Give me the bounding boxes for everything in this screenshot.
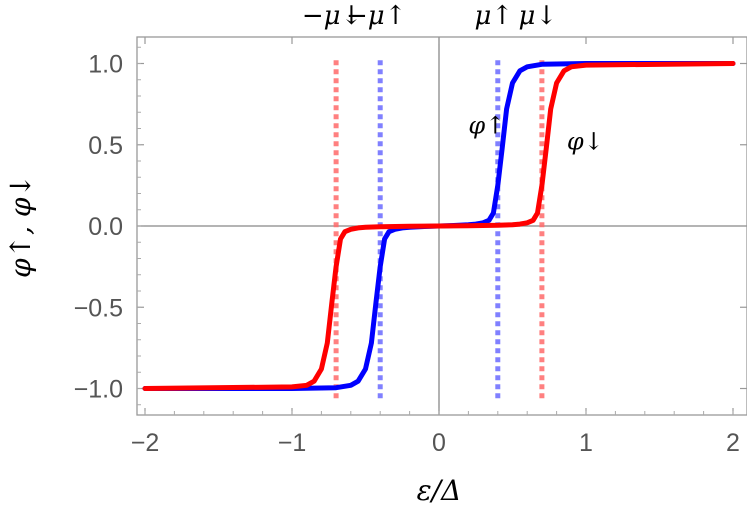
- y-tick-label: −1.0: [74, 376, 123, 404]
- y-axis-title: φ↑, φ↓: [4, 174, 37, 278]
- y-tick-label: 1.0: [88, 51, 123, 79]
- vertical-line-label: μ↓: [519, 1, 558, 31]
- curve-annotation: φ↓: [567, 128, 604, 156]
- x-tick-label: −1: [278, 429, 307, 457]
- vertical-line-label: μ↑: [474, 1, 513, 31]
- x-tick-label: 0: [432, 429, 446, 457]
- vertical-lines-layer: [333, 60, 545, 399]
- labels-layer: −μ↓−μ↑ μ↑ μ↓ φ↑ φ↓ ε/Δ φ↑, φ↓: [4, 1, 604, 507]
- axes-layer: −2 −1 0 1 2 −1.0 −0.5 0.0 0.5 1.0: [74, 36, 747, 457]
- vertical-line-label: −μ↓: [302, 1, 362, 31]
- x-tick-label: 2: [726, 429, 740, 457]
- vertical-line-label: −μ↑: [346, 1, 406, 31]
- curve-annotation: φ↑: [468, 111, 505, 139]
- y-tick-label: 0.5: [88, 132, 123, 160]
- y-tick-label: 0.0: [88, 213, 123, 241]
- series-line: [142, 61, 736, 391]
- x-tick-label: −2: [131, 429, 160, 457]
- x-tick-label: 1: [579, 429, 593, 457]
- x-axis-title: ε/Δ: [417, 474, 462, 507]
- y-tick-label: −0.5: [74, 294, 123, 322]
- series-layer: [142, 61, 736, 391]
